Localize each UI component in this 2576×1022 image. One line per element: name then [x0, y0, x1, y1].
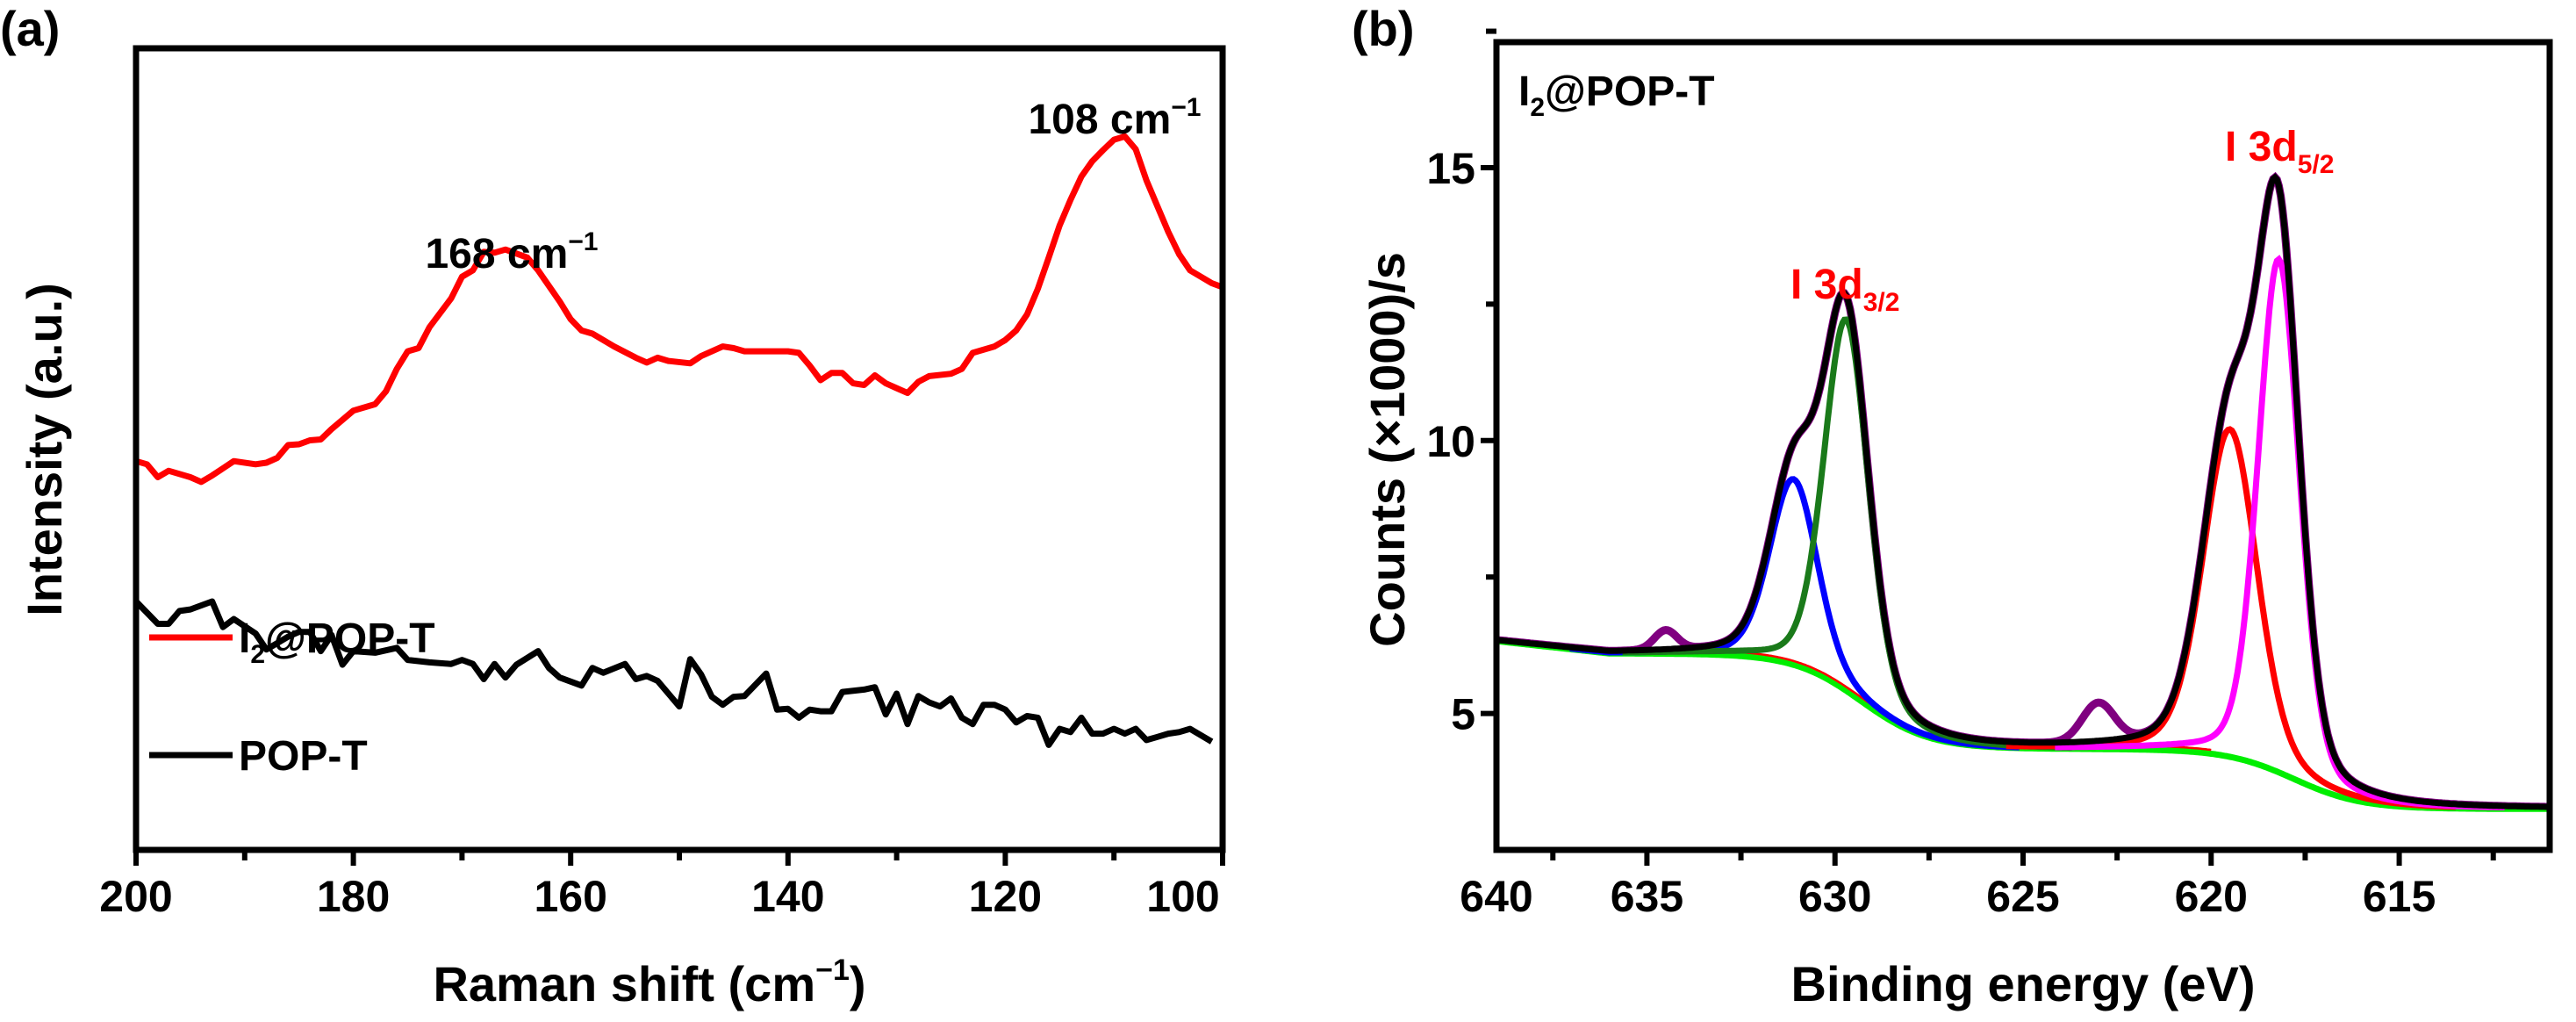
panel-b-ticks: 640 635 630 625 620 615 5 10 15 [1426, 28, 2496, 921]
background-line [1496, 637, 2550, 812]
annotation-text: 108 cm [1028, 97, 1171, 143]
svg-text:168 cm−1: 168 cm−1 [425, 227, 598, 277]
svg-text:108 cm−1: 108 cm−1 [1028, 93, 1201, 143]
y-tick-label: 5 [1451, 690, 1475, 739]
y-tick-label: 15 [1426, 144, 1475, 193]
x-tick-label: 635 [1611, 872, 1683, 921]
panel-b-y-axis-title: Counts (×1000)/s [1360, 252, 1415, 647]
panel-a-plot-area [133, 133, 1224, 748]
panel-a-legend: I2@POP-T POP-T [149, 615, 435, 780]
panel-b-plot-area [1496, 171, 2550, 812]
panel-a-annotation-168: 168 cm−1 [425, 227, 598, 277]
x-tick-label: 140 [751, 872, 824, 921]
panel-b-x-axis-title: Binding energy (eV) [1791, 956, 2256, 1011]
component-peak-631.1 [1569, 476, 2020, 751]
series-line-pop-t [133, 598, 1214, 748]
panel-b: (b) 640 635 630 625 620 615 5 10 15 Binding ener… [1352, 1, 2553, 1011]
panel-a-label: (a) [0, 1, 60, 56]
svg-text:I2@POP-T: I2@POP-T [239, 615, 435, 669]
component-peak-629.7 [1622, 316, 2072, 751]
panel-a-x-ticks: 200 180 160 140 120 100 [99, 850, 1225, 921]
annotation-i-3d-5-2: I 3d5/2 [2225, 124, 2334, 179]
x-tick-label: 120 [969, 872, 1042, 921]
panel-a-x-axis-title: Raman shift (cm−1) [433, 954, 865, 1011]
annotation-text: 168 cm [425, 231, 568, 277]
panel-b-sample-label: I2@POP-T [1518, 68, 1715, 122]
panel-a: (a) 200 180 160 140 120 100 Raman shift (cm−1… [0, 1, 1226, 1011]
x-tick-label: 100 [1146, 872, 1219, 921]
envelope-fit-line [1496, 173, 2550, 810]
x-tick-label: 620 [2175, 872, 2248, 921]
y-tick-label: 10 [1426, 417, 1475, 466]
annotation-i-3d-3-2: I 3d3/2 [1790, 262, 1899, 317]
x-tick-label: 615 [2363, 872, 2436, 921]
x-tick-label: 160 [534, 872, 606, 921]
x-tick-label: 640 [1460, 872, 1532, 921]
x-tick-label: 630 [1798, 872, 1871, 921]
x-tick-label: 200 [99, 872, 172, 921]
panel-a-y-axis-title: Intensity (a.u.) [17, 283, 72, 616]
panel-b-label: (b) [1352, 1, 1415, 56]
legend-item-pop-t: POP-T [149, 733, 368, 780]
x-tick-label: 180 [317, 872, 390, 921]
raw-data-line [1496, 171, 2550, 811]
legend-item-i2-pop-t: I2@POP-T [149, 615, 435, 669]
series-line-i2-pop-t [135, 133, 1224, 486]
svg-text:POP-T: POP-T [239, 733, 368, 780]
x-tick-label: 625 [1986, 872, 2059, 921]
panel-a-annotation-108: 108 cm−1 [1028, 93, 1201, 143]
panel-b-frame [1493, 39, 2553, 853]
